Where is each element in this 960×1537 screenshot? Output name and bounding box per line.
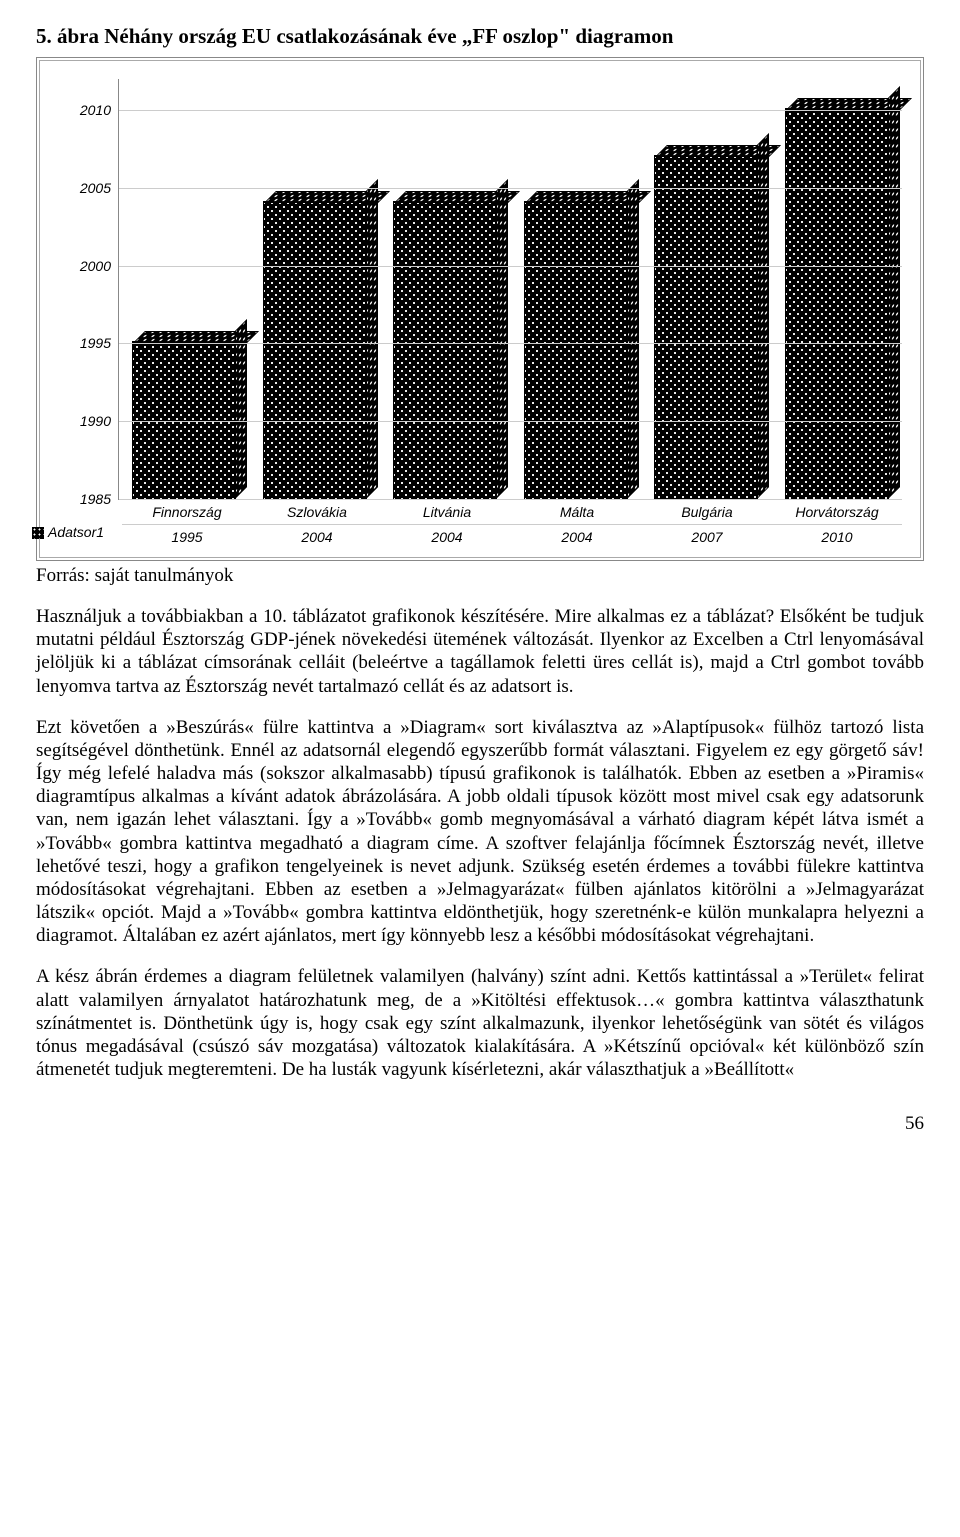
bar (393, 201, 497, 499)
category-label: Litvánia (382, 500, 512, 524)
bar-slot (772, 79, 903, 499)
bar (132, 341, 236, 499)
y-tick-label: 1995 (59, 335, 111, 351)
legend-marker-icon (32, 527, 44, 539)
value-label: 2004 (252, 524, 382, 549)
gridline (119, 266, 902, 267)
paragraph-2: Ezt követően a »Beszúrás« fülre kattintv… (36, 716, 924, 948)
value-label: 2007 (642, 524, 772, 549)
category-label: Szlovákia (252, 500, 382, 524)
gridline (119, 499, 902, 500)
category-label: Bulgária (642, 500, 772, 524)
gridline (119, 421, 902, 422)
bar-slot (380, 79, 511, 499)
category-label: Horvátország (772, 500, 902, 524)
category-label: Málta (512, 500, 642, 524)
bar (263, 201, 367, 499)
page-number: 56 (36, 1113, 924, 1135)
bar (785, 108, 889, 499)
bar (524, 201, 628, 499)
paragraph-3: A kész ábrán érdemes a diagram felületne… (36, 965, 924, 1081)
series-label: Adatsor1 (48, 524, 104, 540)
body-text: Használjuk a továbbiakban a 10. táblázat… (36, 605, 924, 1081)
gridline (119, 343, 902, 344)
paragraph-1: Használjuk a továbbiakban a 10. táblázat… (36, 605, 924, 698)
value-label: 1995 (122, 524, 252, 549)
value-label: 2010 (772, 524, 902, 549)
value-label: 2004 (512, 524, 642, 549)
bar (654, 155, 758, 499)
source-line: Forrás: saját tanulmányok (36, 565, 924, 587)
y-tick-label: 2000 (59, 258, 111, 274)
bar-slot (119, 79, 250, 499)
category-label: Finnország (122, 500, 252, 524)
chart-inner: 198519901995200020052010 FinnországSzlov… (39, 60, 921, 558)
bar-slot (511, 79, 642, 499)
chart-frame: 198519901995200020052010 FinnországSzlov… (36, 57, 924, 561)
y-tick-label: 1990 (59, 413, 111, 429)
y-tick-label: 2010 (59, 102, 111, 118)
category-row: FinnországSzlovákiaLitvániaMáltaBulgária… (118, 500, 902, 524)
bar-slot (250, 79, 381, 499)
figure-title: 5. ábra Néhány ország EU csatlakozásának… (36, 24, 924, 49)
gridline (119, 110, 902, 111)
bar-slot (641, 79, 772, 499)
value-row: Adatsor1 199520042004200420072010 (118, 524, 902, 549)
gridline (119, 188, 902, 189)
y-tick-label: 1985 (59, 491, 111, 507)
plot-area: 198519901995200020052010 (118, 79, 902, 500)
value-label: 2004 (382, 524, 512, 549)
y-tick-label: 2005 (59, 180, 111, 196)
